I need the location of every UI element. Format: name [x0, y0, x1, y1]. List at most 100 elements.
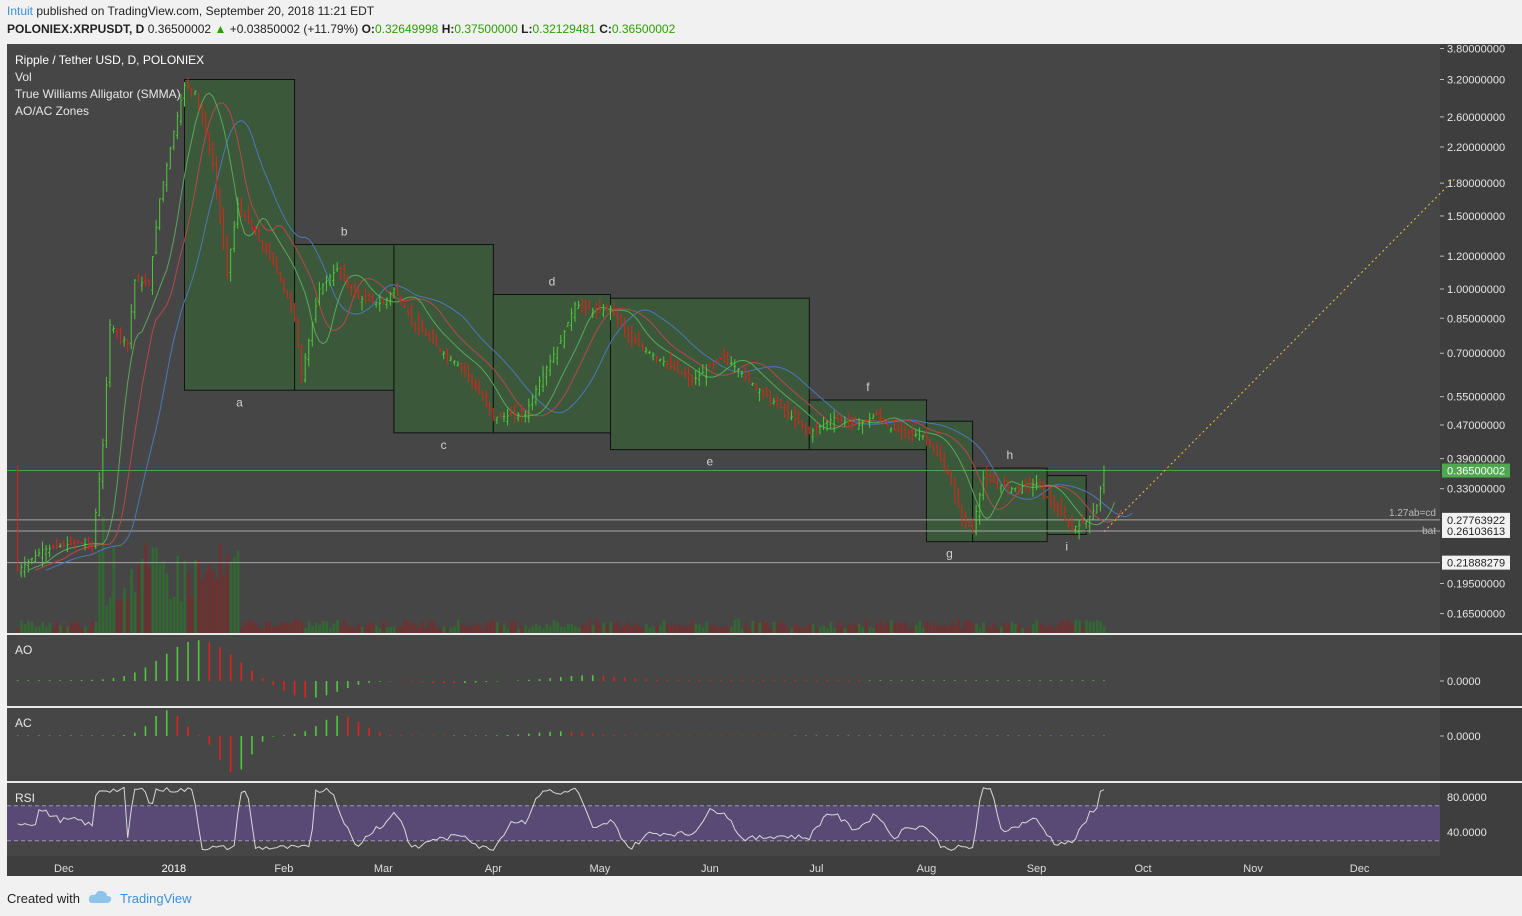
price-axis-label: 0.47000000 [1447, 420, 1505, 432]
zone-label: d [549, 274, 556, 288]
volume-bar [392, 626, 396, 633]
volume-bar [27, 620, 30, 633]
zone-label: h [1007, 448, 1014, 462]
volume-bar [801, 627, 804, 633]
volume-bar [137, 564, 140, 633]
volume-bar [929, 624, 932, 633]
rsi-axis-label: 40.0000 [1447, 827, 1487, 839]
volume-bar [1081, 626, 1085, 633]
alligator-jaw-line [45, 120, 1133, 571]
volume-bar [747, 628, 751, 633]
volume-bar [55, 621, 59, 633]
volume-bar [1046, 626, 1049, 633]
volume-bar [744, 622, 747, 633]
volume-bar [897, 621, 900, 633]
volume-bar [80, 627, 84, 633]
author-link[interactable]: Intuit [7, 4, 34, 18]
volume-bar [48, 622, 52, 633]
volume-bar [69, 621, 73, 633]
volume-bar [282, 621, 286, 633]
volume-bar [304, 627, 307, 633]
volume-bar [290, 623, 293, 633]
zone-label: g [946, 547, 953, 561]
volume-bar [1067, 620, 1071, 633]
level-note: bat [1422, 526, 1436, 537]
volume-bar [314, 622, 318, 633]
time-axis-label: Mar [374, 863, 393, 875]
volume-bar [570, 623, 574, 633]
volume-bar [169, 599, 172, 633]
volume-bar [517, 628, 520, 633]
volume-bar [858, 623, 861, 633]
volume-bar [1021, 628, 1024, 633]
last-price: 0.36500002 [147, 22, 212, 36]
volume-bar [318, 624, 321, 633]
volume-bar [1088, 621, 1092, 633]
volume-bar [87, 628, 91, 633]
volume-bar [424, 627, 428, 633]
volume-bar [52, 627, 55, 633]
volume-bar [435, 627, 439, 633]
volume-bar [201, 580, 204, 633]
volume-bar [254, 622, 258, 633]
volume-bar [584, 625, 588, 633]
volume-bar [293, 619, 297, 633]
ao-bars [16, 640, 1105, 698]
current-price-tag [1442, 463, 1510, 478]
volume-bar [577, 627, 581, 633]
volume-bar [524, 625, 527, 633]
volume-bar [669, 625, 673, 633]
price-axis-label: 0.33000000 [1447, 484, 1505, 496]
volume-bar [726, 627, 730, 633]
volume-bar [389, 627, 392, 633]
volume-bar [73, 623, 77, 633]
volume-bar [1017, 624, 1021, 633]
volume-bar [94, 621, 98, 633]
volume-bar [694, 623, 698, 633]
volume-bar [144, 542, 148, 633]
level-price-tag [1442, 512, 1510, 527]
volume-bar [215, 579, 219, 633]
volume-bar [211, 570, 215, 633]
volume-bar [865, 619, 868, 633]
volume-bar [91, 620, 94, 633]
zone-box [184, 78, 296, 391]
volume-bar [325, 621, 329, 633]
volume-bar [943, 625, 946, 633]
volume-bar [957, 619, 960, 633]
volume-bar [108, 596, 112, 633]
symbol-label: POLONIEX:XRPUSDT, D [7, 22, 145, 36]
volume-bar [755, 621, 758, 633]
volume-bar [499, 625, 503, 633]
volume-bar [368, 622, 371, 633]
high-label: H: [441, 22, 455, 36]
legend-line: Vol [15, 70, 32, 84]
volume-bar [1010, 621, 1014, 633]
volume-bar [886, 621, 889, 633]
volume-bar [563, 627, 566, 633]
volume-bar [343, 620, 346, 633]
volume-bar [531, 625, 534, 633]
zone-label: b [341, 225, 348, 239]
volume-bar [996, 628, 1000, 633]
volume-bar [687, 626, 691, 633]
volume-bar [719, 628, 723, 633]
volume-bar [992, 622, 996, 633]
volume-bar [772, 622, 776, 633]
volume-bar [1039, 623, 1042, 633]
volume-bar [268, 622, 272, 633]
volume-bar [400, 626, 403, 633]
volume-bar [396, 627, 400, 633]
level-price-tag [1442, 555, 1510, 570]
volume-bar [350, 627, 353, 633]
volume-bar [829, 621, 833, 633]
volume-bar [41, 621, 45, 633]
volume-bar [250, 620, 254, 633]
volume-bar [794, 623, 797, 633]
volume-bar [432, 620, 435, 633]
volume-bar [229, 562, 233, 633]
volume-bar [240, 626, 243, 633]
volume-bar [1095, 619, 1099, 633]
tradingview-link[interactable]: TradingView [119, 891, 192, 906]
